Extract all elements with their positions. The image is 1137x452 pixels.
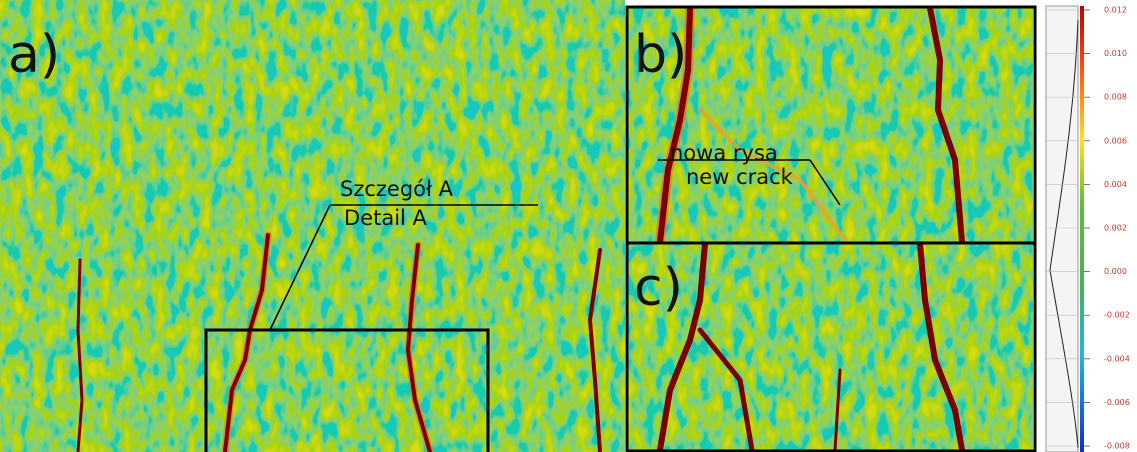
- tick-label: -0.004: [1104, 354, 1130, 363]
- tick-label: 0.002: [1104, 224, 1127, 233]
- tick-label: 0.012: [1104, 6, 1127, 15]
- panel-label: a): [8, 25, 60, 85]
- tick-label: -0.008: [1104, 442, 1130, 451]
- panel-c: [628, 244, 1033, 450]
- tick-label: -0.002: [1104, 311, 1130, 320]
- tick-label: 0.004: [1104, 180, 1127, 189]
- tick-label: 0.006: [1104, 136, 1127, 145]
- tick-label: 0.010: [1104, 49, 1127, 58]
- colorbar: [1045, 5, 1084, 452]
- tick-label: 0.000: [1104, 267, 1127, 276]
- annotation: Szczegół A: [340, 177, 454, 201]
- annotation: new crack: [686, 165, 794, 189]
- panel-label: b): [634, 25, 687, 85]
- panel-b: [628, 8, 1033, 242]
- panel-label: c): [634, 258, 683, 318]
- annotation: nowa rysa: [670, 141, 778, 165]
- tick-label: 0.008: [1104, 93, 1127, 102]
- tick-label: -0.006: [1104, 398, 1130, 407]
- panel-a: [0, 0, 625, 452]
- annotation: Detail A: [344, 206, 428, 230]
